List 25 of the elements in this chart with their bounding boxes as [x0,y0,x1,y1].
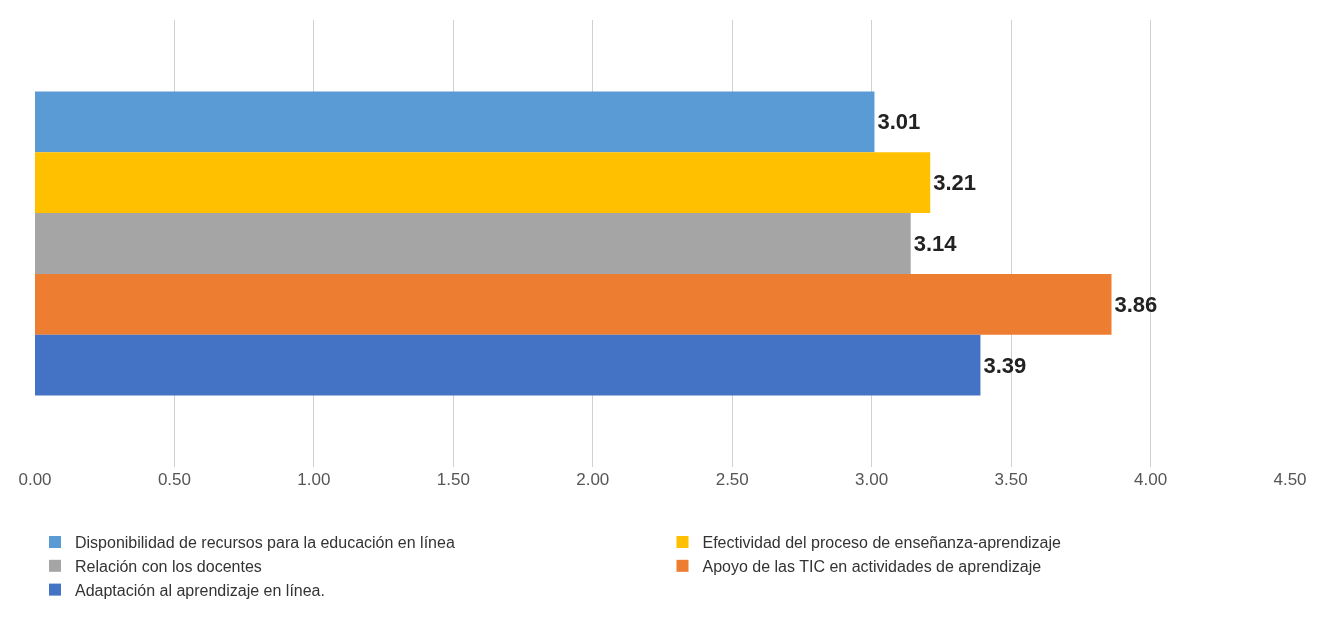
x-tick-label: 1.50 [436,470,470,489]
bar [35,152,931,214]
x-tick-label: 3.50 [994,470,1028,489]
data-label: 3.01 [877,109,921,135]
x-tick-label: 3.00 [855,470,889,489]
data-label: 3.21 [933,170,977,196]
legend-label: Adaptación al aprendizaje en línea. [75,581,325,599]
x-tick-label: 4.50 [1273,470,1307,489]
bar [35,273,1112,335]
x-tick-label: 4.00 [1134,470,1168,489]
bar [35,334,981,396]
x-tick-label: 0.50 [157,470,191,489]
data-label: 3.39 [983,352,1027,378]
x-tick-label: 2.50 [715,470,749,489]
data-label: 3.14 [913,231,958,256]
legend-label: Disponibilidad de recursos para la educación en línea [75,534,455,552]
x-tick-label: 1.00 [297,470,331,489]
legend-label: Apoyo de las TIC en actividades de aprendizaje [702,558,1042,576]
x-tick-label: 2.00 [576,470,610,489]
data-label: 3.86 [1114,291,1158,317]
x-tick-label: 0.00 [18,470,52,489]
legend-label: Efectividad del proceso de enseñanza-aprendizaje [702,534,1062,552]
legend-label: Relación con los docentes [75,558,262,576]
bar [35,213,911,274]
bar [35,91,875,153]
